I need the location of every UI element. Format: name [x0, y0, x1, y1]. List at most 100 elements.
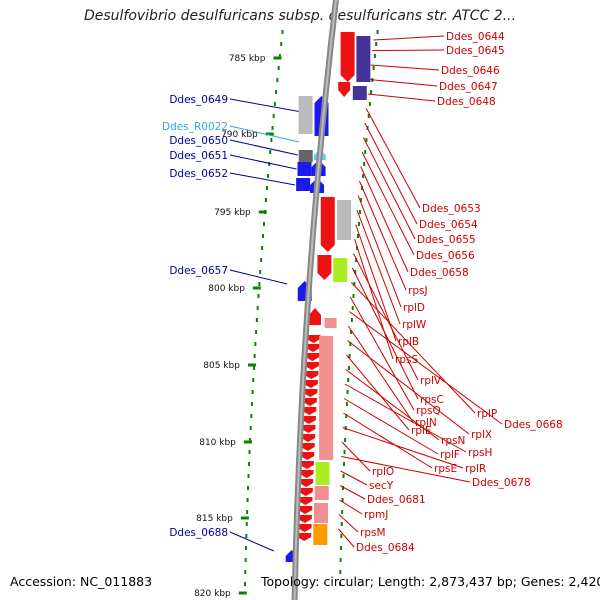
track-dot [354, 270, 357, 274]
kbp-tick-label: 795 kbp [214, 208, 251, 218]
gene-feature [297, 515, 312, 523]
gene-label-left: Ddes_0657 [169, 265, 228, 277]
track-dot [350, 318, 353, 322]
gene-label-left: Ddes_0652 [169, 168, 228, 180]
leader-line [229, 139, 298, 156]
track-dot [277, 66, 280, 70]
track-dot [248, 450, 251, 454]
gene-feature [298, 96, 313, 134]
gene-feature [304, 362, 319, 370]
track-dot [357, 234, 360, 238]
track-dot [339, 558, 342, 562]
gene-label-right: rplD [403, 302, 425, 314]
gene-label-right: Ddes_0647 [439, 81, 498, 93]
kbp-tick-label: 820 kbp [194, 589, 231, 599]
kbp-tick-mark [243, 440, 252, 444]
gene-feature [301, 425, 316, 433]
track-dot [264, 198, 267, 202]
track-dot [245, 534, 248, 538]
gene-label-right: Ddes_0684 [356, 542, 415, 554]
track-dot [368, 102, 371, 106]
track-dot [344, 438, 347, 442]
gene-label-right: rplB [398, 336, 419, 348]
kbp-tick-mark [273, 56, 282, 60]
gene-feature [314, 503, 329, 523]
page-title: Desulfovibrio desulfuricans subsp. desul… [83, 8, 517, 24]
track-dot [261, 246, 264, 250]
track-dot [254, 342, 257, 346]
leader-line [354, 238, 394, 360]
gene-label-right: rpsJ [408, 285, 428, 297]
gene-feature [300, 443, 315, 451]
gene-feature [301, 416, 316, 424]
kbp-tick-label: 805 kbp [203, 361, 240, 371]
track-dot [260, 258, 263, 262]
kbp-tick-label: 810 kbp [199, 438, 236, 448]
kbp-tick-mark [252, 286, 261, 290]
leader-line [341, 441, 371, 472]
leader-line [349, 296, 415, 411]
gene-feature [333, 258, 348, 282]
track-dot [249, 426, 252, 430]
gene-feature [306, 335, 321, 343]
leader-line [229, 125, 300, 143]
gene-label-right: rplE [411, 425, 432, 437]
track-dot [262, 222, 265, 226]
gene-feature [298, 506, 313, 514]
track-dot [269, 150, 272, 154]
gene-label-right: Ddes_0644 [446, 31, 505, 43]
gene-feature [297, 162, 312, 176]
gene-feature [301, 434, 316, 442]
gene-label-right: Ddes_0681 [367, 494, 426, 506]
gene-label-right: Ddes_0653 [422, 203, 481, 215]
track-dot [247, 486, 250, 490]
track-dot [252, 366, 255, 370]
gene-label-right: rpsN [441, 435, 465, 447]
track-dot [358, 210, 361, 214]
leader-line [229, 98, 302, 113]
kbp-tick-mark [247, 363, 256, 367]
track-dot [281, 30, 284, 34]
leader-line [372, 49, 445, 51]
gene-label-left: Ddes_0650 [169, 135, 228, 147]
gene-label-right: rplP [477, 408, 497, 420]
track-dot [256, 306, 259, 310]
kbp-tick-mark [258, 210, 267, 214]
kbp-tick-label: 800 kbp [208, 284, 245, 294]
track-dot [341, 498, 344, 502]
leader-line [343, 412, 433, 469]
track-dot [244, 582, 247, 586]
track-dot [372, 66, 375, 70]
gene-feature [340, 32, 355, 82]
gene-label-right: rplR [465, 463, 486, 475]
track-dot [250, 414, 253, 418]
track-dot [376, 30, 379, 34]
track-dot [341, 510, 344, 514]
gene-label-right: rpsS [395, 354, 418, 366]
gene-feature [317, 255, 332, 280]
gene-feature [296, 178, 311, 191]
gene-feature [298, 150, 313, 162]
gene-label-right: Ddes_0654 [419, 219, 478, 231]
track-dot [246, 498, 249, 502]
gene-feature [298, 497, 313, 505]
track-dot [362, 174, 365, 178]
gene-feature [315, 462, 330, 485]
track-dot [351, 306, 354, 310]
track-dot [364, 150, 367, 154]
track-dot [244, 558, 247, 562]
gene-feature [352, 86, 367, 100]
gene-feature [314, 486, 329, 500]
gene-feature [305, 353, 320, 361]
gene-label-left: Ddes_0649 [169, 94, 228, 106]
leader-line [347, 325, 414, 423]
gene-feature [324, 318, 337, 328]
leader-line [364, 122, 418, 225]
leader-line [351, 267, 419, 400]
gene-feature [319, 336, 334, 460]
gene-label-right: rplF [440, 449, 460, 461]
track-dot [355, 258, 358, 262]
leader-line [341, 456, 471, 483]
gene-feature [303, 389, 318, 397]
